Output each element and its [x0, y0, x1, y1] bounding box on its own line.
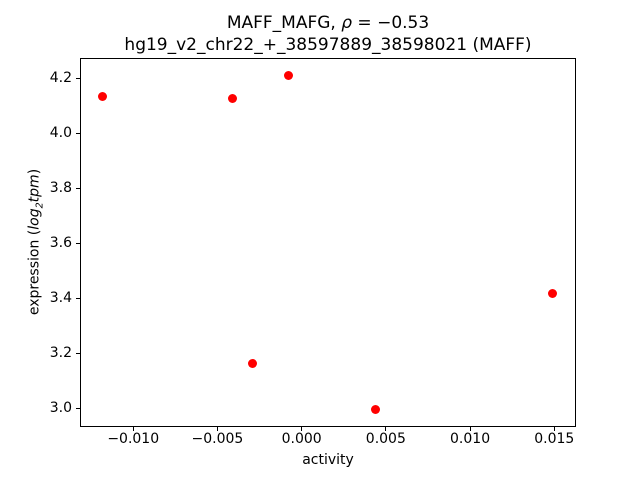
x-axis-label: activity [302, 452, 354, 468]
data-point [248, 359, 258, 369]
y-tick-label: 3.2 [49, 345, 72, 362]
y-tick-mark [76, 243, 80, 245]
y-tick-mark [76, 132, 80, 134]
y-tick-label: 3.0 [49, 400, 72, 417]
data-point [283, 70, 293, 80]
x-tick-mark [553, 427, 555, 431]
plot-area [80, 58, 576, 427]
x-tick-label: −0.010 [107, 431, 160, 447]
y-tick-label: 3.8 [49, 180, 72, 197]
x-tick-label: 0.000 [281, 431, 322, 447]
y-tick-mark [76, 353, 80, 355]
y-label-log-base: 2 [34, 202, 46, 209]
x-tick-mark [301, 427, 303, 431]
data-point [228, 93, 238, 103]
data-point [371, 404, 381, 414]
y-tick-label: 3.6 [49, 235, 72, 252]
y-tick-mark [76, 298, 80, 300]
title-correlation-value: = −0.53 [352, 13, 430, 33]
y-tick-mark [76, 408, 80, 410]
title-gene-pair: MAFF_MAFG, [226, 13, 342, 33]
y-tick-mark [76, 77, 80, 79]
x-tick-label: 0.010 [450, 431, 491, 447]
x-tick-label: 0.015 [534, 431, 575, 447]
y-tick-label: 3.4 [49, 290, 72, 307]
x-tick-label: 0.005 [365, 431, 406, 447]
x-tick-mark [385, 427, 387, 431]
x-tick-mark [469, 427, 471, 431]
y-tick-mark [76, 188, 80, 190]
chart-title: MAFF_MAFG, ρ = −0.53 hg19_v2_chr22_+_385… [80, 12, 576, 56]
chart-title-line-1: MAFF_MAFG, ρ = −0.53 [80, 12, 576, 34]
x-tick-label: −0.005 [191, 431, 244, 447]
y-label-suffix: ) [26, 168, 43, 175]
rho-symbol: ρ [341, 13, 353, 33]
y-tick-label: 4.0 [49, 124, 72, 141]
y-tick-label: 4.2 [49, 69, 72, 86]
x-tick-mark [216, 427, 218, 431]
data-point [548, 288, 558, 298]
x-tick-mark [132, 427, 134, 431]
y-label-log: log [26, 208, 43, 230]
chart-title-line-2: hg19_v2_chr22_+_38597889_38598021 (MAFF) [124, 35, 532, 55]
data-point [98, 91, 108, 101]
